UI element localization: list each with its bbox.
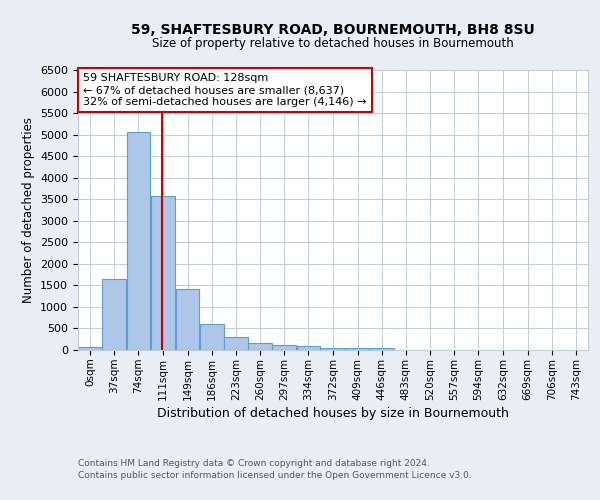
Bar [78,347,102,350]
Bar [346,348,370,350]
Bar [176,289,199,350]
Bar [224,337,248,350]
Text: 59, SHAFTESBURY ROAD, BOURNEMOUTH, BH8 8SU: 59, SHAFTESBURY ROAD, BOURNEMOUTH, BH8 8… [131,22,535,36]
Bar [296,346,320,350]
Bar [248,343,272,350]
Bar [103,279,126,350]
Text: 59 SHAFTESBURY ROAD: 128sqm
← 67% of detached houses are smaller (8,637)
32% of : 59 SHAFTESBURY ROAD: 128sqm ← 67% of det… [83,74,367,106]
Bar [151,196,175,350]
Text: Contains public sector information licensed under the Open Government Licence v3: Contains public sector information licen… [78,471,472,480]
Bar [200,324,224,350]
Text: Size of property relative to detached houses in Bournemouth: Size of property relative to detached ho… [152,38,514,51]
Y-axis label: Number of detached properties: Number of detached properties [22,117,35,303]
Text: Contains HM Land Registry data © Crown copyright and database right 2024.: Contains HM Land Registry data © Crown c… [78,458,430,468]
Bar [127,132,151,350]
X-axis label: Distribution of detached houses by size in Bournemouth: Distribution of detached houses by size … [157,406,509,420]
Bar [322,348,345,350]
Bar [370,348,394,350]
Bar [272,345,296,350]
